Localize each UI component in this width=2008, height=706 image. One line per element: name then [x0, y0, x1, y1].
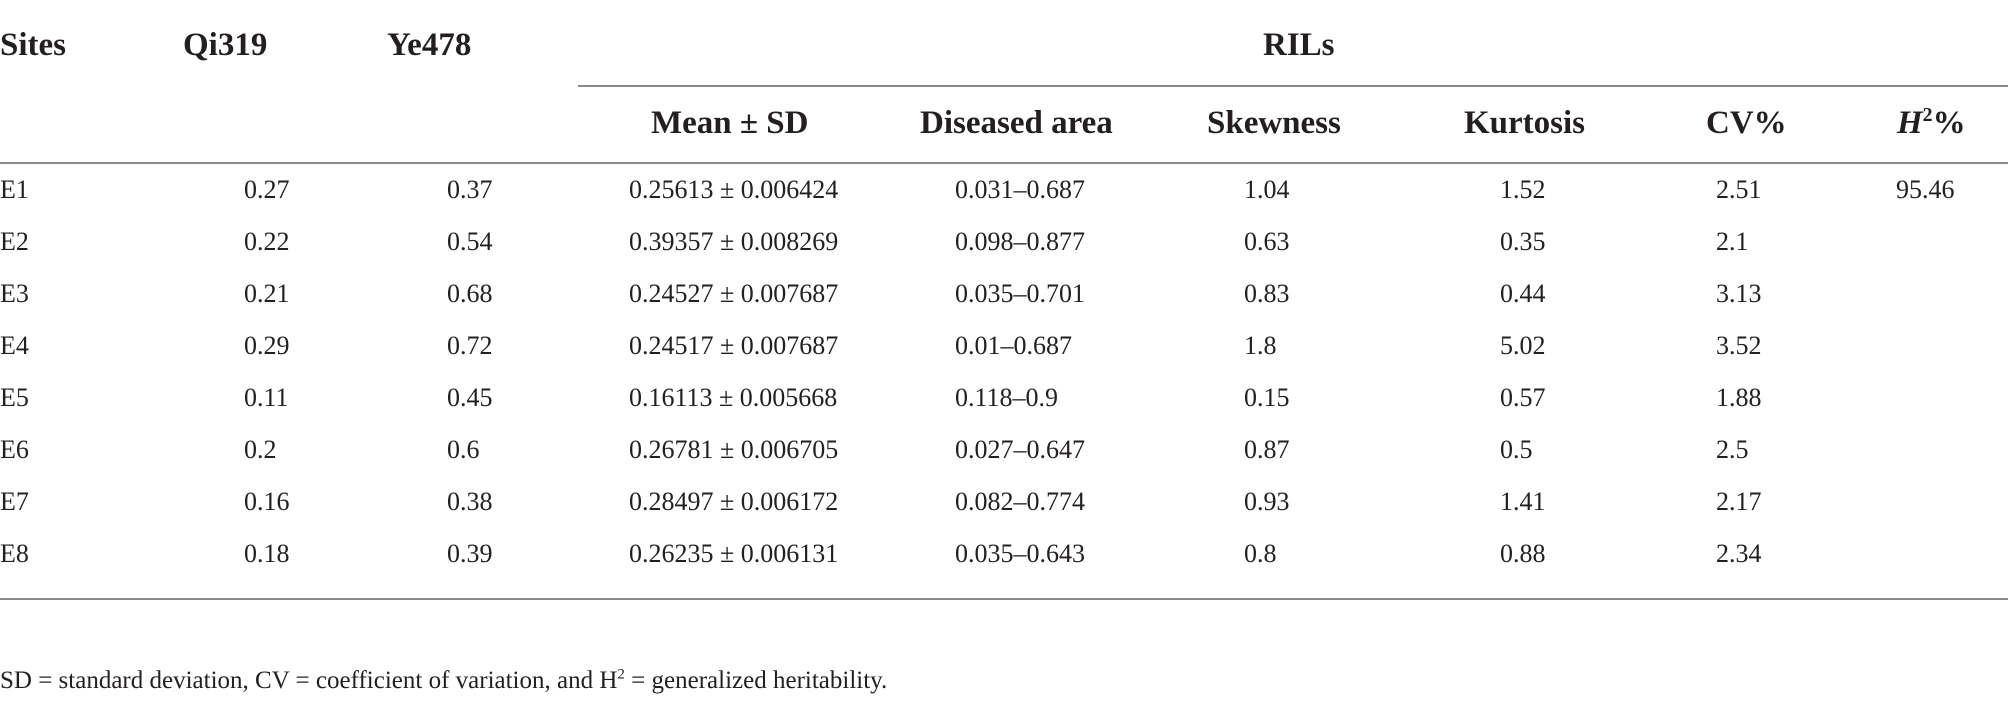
cell-qi319: 0.21 — [244, 279, 290, 308]
header-mean-sd: Mean ± SD — [651, 105, 809, 141]
cell-diseased-area: 0.01–0.687 — [955, 331, 1072, 360]
header-kurtosis: Kurtosis — [1464, 105, 1586, 141]
cell-site: E2 — [0, 227, 29, 256]
header-bottom-rule — [0, 162, 2008, 164]
cell-qi319: 0.11 — [244, 383, 289, 412]
cell-site: E5 — [0, 383, 29, 412]
cell-skewness: 1.04 — [1244, 175, 1290, 204]
cell-cv: 2.1 — [1716, 227, 1749, 256]
cell-skewness: 0.63 — [1244, 227, 1290, 256]
cell-ye478: 0.45 — [447, 383, 493, 412]
cell-mean-sd: 0.39357 ± 0.008269 — [629, 227, 839, 256]
cell-kurtosis: 1.52 — [1500, 175, 1546, 204]
cell-kurtosis: 0.57 — [1500, 383, 1546, 412]
cell-qi319: 0.22 — [244, 227, 290, 256]
cell-kurtosis: 0.5 — [1500, 435, 1533, 464]
cell-diseased-area: 0.035–0.643 — [955, 539, 1085, 568]
cell-cv: 3.52 — [1716, 331, 1762, 360]
table-footnote: SD = standard deviation, CV = coefficien… — [0, 666, 888, 694]
cell-site: E7 — [0, 487, 29, 516]
cell-h2: 95.46 — [1896, 175, 1955, 204]
header-sites: Sites — [0, 27, 66, 63]
cell-diseased-area: 0.118–0.9 — [955, 383, 1059, 412]
cell-mean-sd: 0.26235 ± 0.006131 — [629, 539, 839, 568]
cell-kurtosis: 5.02 — [1500, 331, 1546, 360]
cell-diseased-area: 0.027–0.647 — [955, 435, 1085, 464]
cell-site: E8 — [0, 539, 29, 568]
cell-mean-sd: 0.16113 ± 0.005668 — [629, 383, 838, 412]
cell-diseased-area: 0.035–0.701 — [955, 279, 1085, 308]
cell-skewness: 0.93 — [1244, 487, 1290, 516]
cell-ye478: 0.6 — [447, 435, 480, 464]
cell-skewness: 0.87 — [1244, 435, 1290, 464]
header-diseased-area: Diseased area — [920, 105, 1113, 141]
cell-qi319: 0.2 — [244, 435, 277, 464]
cell-skewness: 1.8 — [1244, 331, 1277, 360]
cell-mean-sd: 0.24517 ± 0.007687 — [629, 331, 839, 360]
cell-diseased-area: 0.082–0.774 — [955, 487, 1085, 516]
cell-ye478: 0.68 — [447, 279, 493, 308]
cell-cv: 2.51 — [1716, 175, 1762, 204]
header-cv: CV% — [1706, 105, 1787, 141]
header-rils: RILs — [1263, 27, 1335, 63]
cell-skewness: 0.15 — [1244, 383, 1290, 412]
cell-diseased-area: 0.031–0.687 — [955, 175, 1085, 204]
header-skewness: Skewness — [1207, 105, 1341, 141]
cell-qi319: 0.16 — [244, 487, 290, 516]
cell-diseased-area: 0.098–0.877 — [955, 227, 1085, 256]
cell-mean-sd: 0.26781 ± 0.006705 — [629, 435, 839, 464]
header-h2: H2% — [1897, 104, 1966, 141]
cell-cv: 3.13 — [1716, 279, 1762, 308]
cell-mean-sd: 0.24527 ± 0.007687 — [629, 279, 839, 308]
rils-spanner-rule — [578, 85, 2008, 87]
cell-skewness: 0.8 — [1244, 539, 1277, 568]
cell-site: E3 — [0, 279, 29, 308]
cell-site: E6 — [0, 435, 29, 464]
cell-mean-sd: 0.28497 ± 0.006172 — [629, 487, 839, 516]
cell-kurtosis: 0.44 — [1500, 279, 1546, 308]
table-bottom-rule — [0, 598, 2008, 600]
cell-skewness: 0.83 — [1244, 279, 1290, 308]
cell-qi319: 0.18 — [244, 539, 290, 568]
cell-kurtosis: 0.88 — [1500, 539, 1546, 568]
header-qi319: Qi319 — [183, 27, 268, 63]
cell-kurtosis: 1.41 — [1500, 487, 1546, 516]
cell-ye478: 0.38 — [447, 487, 493, 516]
cell-cv: 2.5 — [1716, 435, 1749, 464]
cell-ye478: 0.72 — [447, 331, 493, 360]
cell-qi319: 0.27 — [244, 175, 290, 204]
cell-cv: 2.17 — [1716, 487, 1762, 516]
cell-cv: 2.34 — [1716, 539, 1762, 568]
cell-site: E4 — [0, 331, 29, 360]
cell-mean-sd: 0.25613 ± 0.006424 — [629, 175, 839, 204]
cell-site: E1 — [0, 175, 29, 204]
cell-qi319: 0.29 — [244, 331, 290, 360]
cell-ye478: 0.54 — [447, 227, 493, 256]
cell-ye478: 0.37 — [447, 175, 493, 204]
cell-kurtosis: 0.35 — [1500, 227, 1546, 256]
cell-ye478: 0.39 — [447, 539, 493, 568]
cell-cv: 1.88 — [1716, 383, 1762, 412]
header-ye478: Ye478 — [387, 27, 472, 63]
